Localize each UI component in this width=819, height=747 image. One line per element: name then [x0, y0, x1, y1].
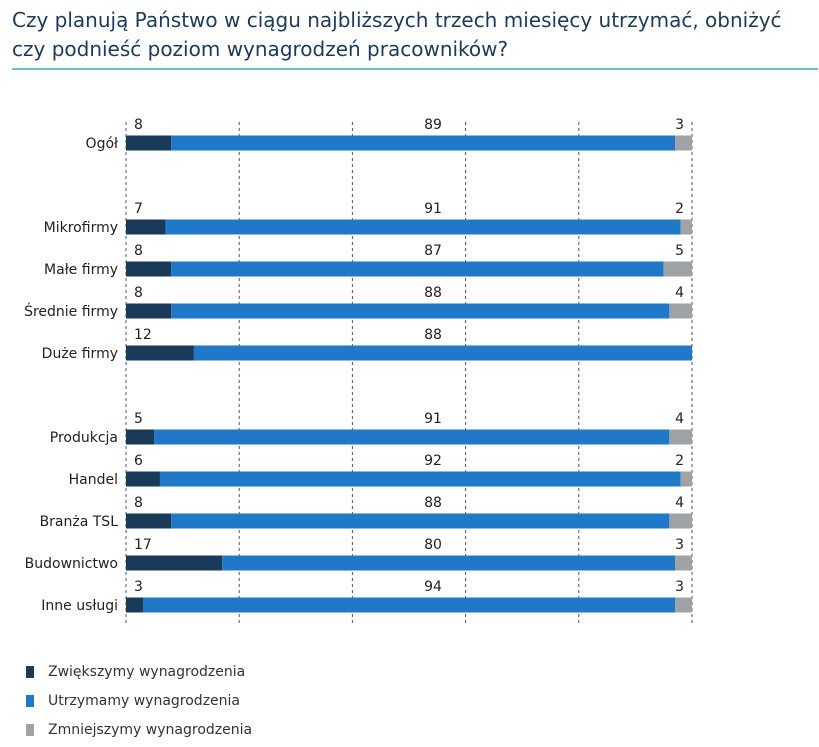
bar-maintain-budownictwo	[222, 555, 676, 571]
bar-maintain-srednie-firmy	[171, 303, 670, 319]
bar-increase-inne-uslugi	[126, 597, 143, 613]
legend-item-increase: Zwiększymy wynagrodzenia	[26, 657, 252, 686]
value-label-decrease-handel: 2	[675, 453, 684, 469]
value-label-decrease-mikrofirmy: 2	[675, 201, 684, 217]
legend: Zwiększymy wynagrodzenia Utrzymamy wynag…	[26, 657, 252, 744]
legend-item-decrease: Zmniejszymy wynagrodzenia	[26, 715, 252, 744]
value-label-decrease-produkcja: 4	[675, 411, 684, 427]
value-label-increase-inne-uslugi: 3	[134, 579, 143, 595]
category-label-duze-firmy: Duże firmy	[42, 346, 118, 362]
bar-increase-male-firmy	[126, 261, 172, 277]
value-label-maintain-mikrofirmy: 91	[424, 201, 442, 217]
category-label-mikrofirmy: Mikrofirmy	[44, 220, 118, 236]
value-label-maintain-produkcja: 91	[424, 411, 442, 427]
value-label-increase-male-firmy: 8	[134, 243, 143, 259]
value-label-increase-srednie-firmy: 8	[134, 285, 143, 301]
bar-decrease-male-firmy	[663, 261, 692, 277]
bar-increase-ogol	[126, 135, 172, 151]
bar-increase-mikrofirmy	[126, 219, 166, 235]
bar-maintain-produkcja	[154, 429, 670, 445]
bar-decrease-budownictwo	[675, 555, 692, 571]
chart-title: Czy planują Państwo w ciągu najbliższych…	[12, 8, 782, 61]
value-label-decrease-srednie-firmy: 4	[675, 285, 684, 301]
bar-increase-produkcja	[126, 429, 155, 445]
bar-maintain-male-firmy	[171, 261, 664, 277]
value-label-decrease-inne-uslugi: 3	[675, 579, 684, 595]
value-label-increase-produkcja: 5	[134, 411, 143, 427]
bar-maintain-handel	[159, 471, 681, 487]
legend-label-increase: Zwiększymy wynagrodzenia	[48, 663, 246, 680]
bar-decrease-srednie-firmy	[669, 303, 692, 319]
value-label-maintain-branza-tsl: 88	[424, 495, 442, 511]
value-label-maintain-male-firmy: 87	[424, 243, 442, 259]
category-label-inne-uslugi: Inne usługi	[41, 598, 118, 614]
value-label-increase-budownictwo: 17	[134, 537, 152, 553]
bar-maintain-inne-uslugi	[142, 597, 676, 613]
bar-decrease-inne-uslugi	[675, 597, 692, 613]
legend-item-maintain: Utrzymamy wynagrodzenia	[26, 686, 252, 715]
value-label-decrease-ogol: 3	[675, 117, 684, 133]
title-underline	[12, 68, 818, 70]
value-label-increase-duze-firmy: 12	[134, 327, 152, 343]
legend-label-decrease: Zmniejszymy wynagrodzenia	[48, 721, 253, 738]
bar-decrease-mikrofirmy	[680, 219, 692, 235]
category-label-branza-tsl: Branża TSL	[40, 514, 119, 530]
category-label-srednie-firmy: Średnie firmy	[24, 302, 118, 320]
bar-maintain-mikrofirmy	[165, 219, 681, 235]
category-label-budownictwo: Budownictwo	[25, 556, 118, 572]
bar-increase-handel	[126, 471, 160, 487]
bar-increase-duze-firmy	[126, 345, 194, 361]
bar-maintain-branza-tsl	[171, 513, 670, 529]
value-label-increase-branza-tsl: 8	[134, 495, 143, 511]
legend-label-maintain: Utrzymamy wynagrodzenia	[48, 692, 240, 709]
legend-swatch-maintain	[26, 694, 34, 707]
value-label-maintain-ogol: 89	[424, 117, 442, 133]
value-label-maintain-srednie-firmy: 88	[424, 285, 442, 301]
category-label-ogol: Ogół	[86, 136, 118, 152]
bar-decrease-branza-tsl	[669, 513, 692, 529]
value-label-maintain-duze-firmy: 88	[424, 327, 442, 343]
value-label-decrease-branza-tsl: 4	[675, 495, 684, 511]
bar-decrease-produkcja	[669, 429, 692, 445]
value-label-decrease-male-firmy: 5	[675, 243, 684, 259]
category-label-handel: Handel	[69, 472, 118, 488]
value-label-maintain-inne-uslugi: 94	[424, 579, 442, 595]
bar-maintain-ogol	[171, 135, 676, 151]
bar-increase-budownictwo	[126, 555, 223, 571]
bar-maintain-duze-firmy	[193, 345, 693, 361]
category-label-male-firmy: Małe firmy	[44, 262, 118, 278]
legend-swatch-decrease	[26, 723, 34, 736]
value-label-maintain-handel: 92	[424, 453, 442, 469]
value-label-increase-ogol: 8	[134, 117, 143, 133]
value-label-increase-handel: 6	[134, 453, 143, 469]
legend-swatch-increase	[26, 665, 34, 678]
value-label-decrease-budownictwo: 3	[675, 537, 684, 553]
bar-decrease-handel	[680, 471, 692, 487]
value-label-increase-mikrofirmy: 7	[134, 201, 143, 217]
value-label-maintain-budownictwo: 80	[424, 537, 442, 553]
bar-increase-branza-tsl	[126, 513, 172, 529]
bar-increase-srednie-firmy	[126, 303, 172, 319]
category-label-produkcja: Produkcja	[50, 430, 118, 446]
bar-decrease-ogol	[675, 135, 692, 151]
